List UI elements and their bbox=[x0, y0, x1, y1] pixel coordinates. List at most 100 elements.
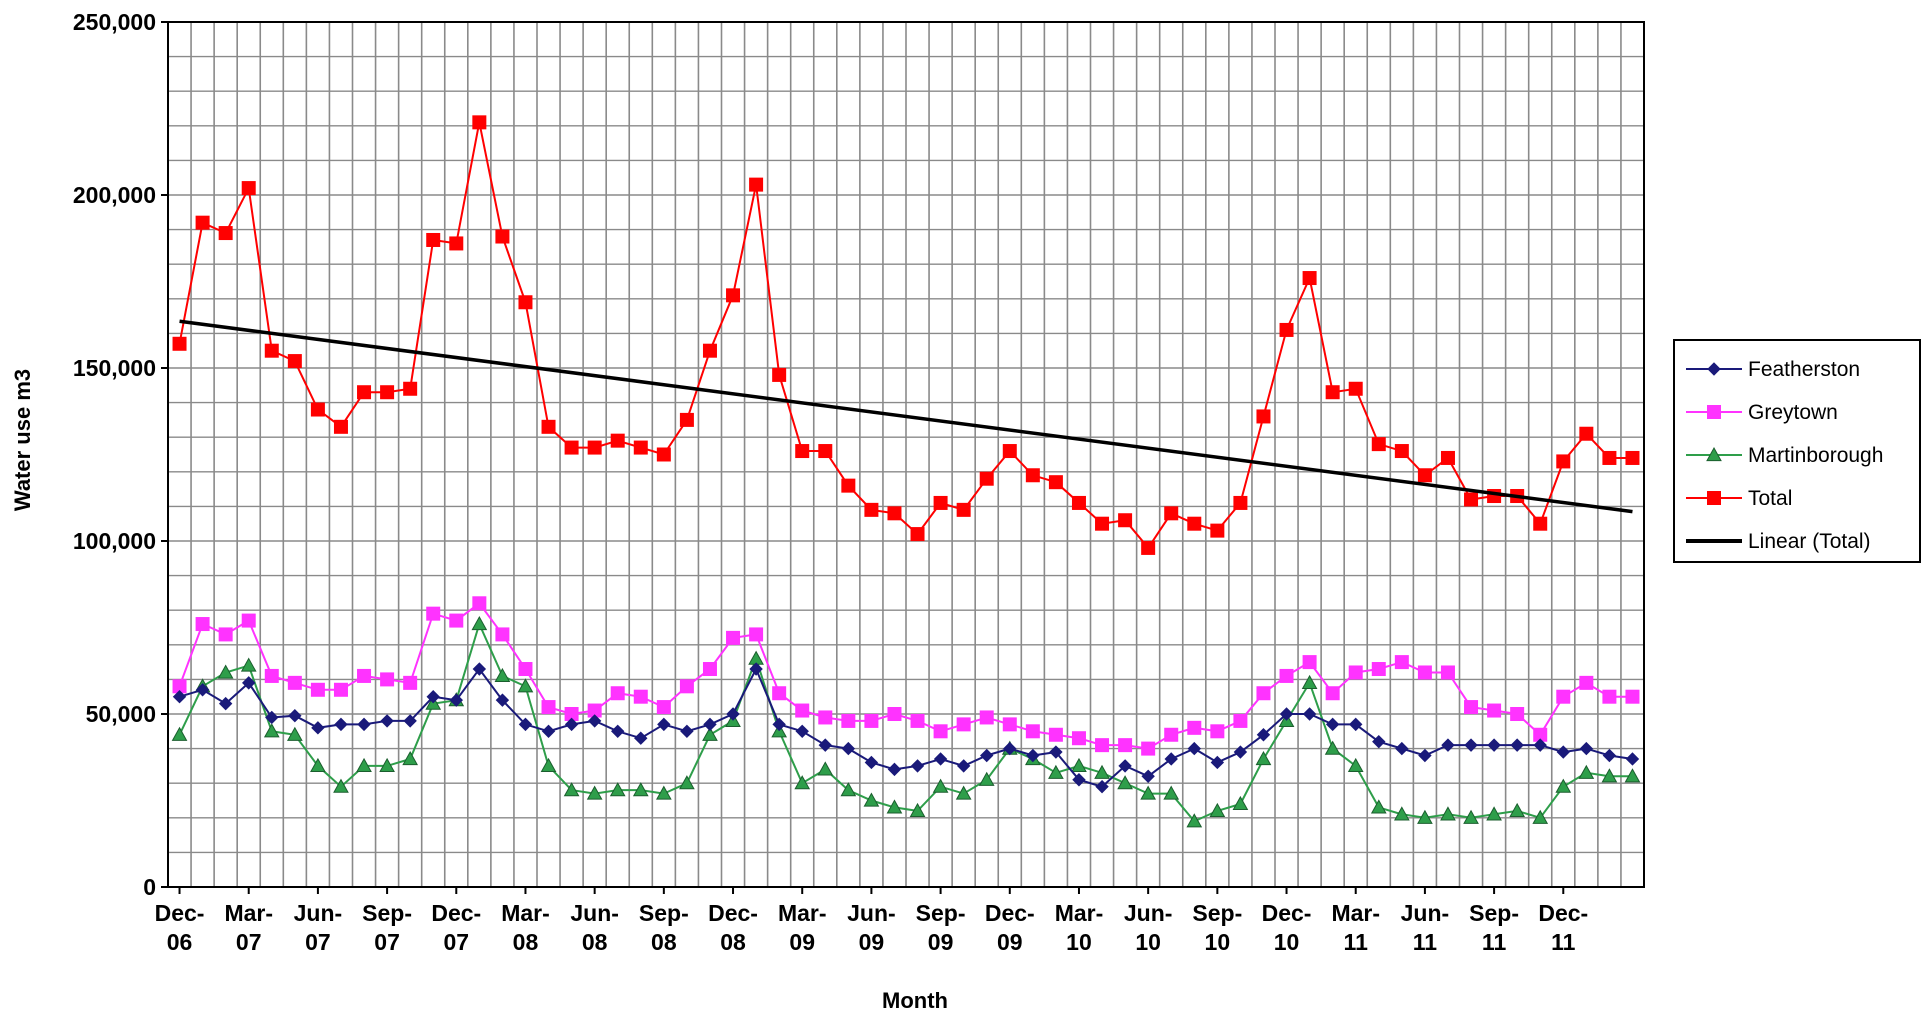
y-tick-label: 100,000 bbox=[73, 528, 156, 554]
data-point-greytown bbox=[1164, 727, 1179, 742]
data-point-featherston bbox=[772, 717, 786, 732]
legend-marker-swatch bbox=[1707, 362, 1721, 376]
series-layer bbox=[171, 115, 1641, 828]
data-point-featherston bbox=[1325, 717, 1340, 732]
x-axis-title: Month bbox=[882, 988, 948, 1013]
legend-label: Featherston bbox=[1748, 358, 1860, 381]
data-point-total bbox=[264, 343, 279, 358]
data-point-greytown bbox=[1510, 707, 1525, 721]
data-point-total bbox=[357, 385, 372, 400]
data-point-martinborough bbox=[1048, 764, 1064, 779]
legend-marker-swatch bbox=[1707, 405, 1721, 419]
x-tick-label-month: Dec- bbox=[155, 900, 205, 926]
data-point-total bbox=[1141, 540, 1156, 555]
data-point-total bbox=[1440, 450, 1455, 465]
data-point-martinborough bbox=[263, 723, 280, 738]
data-point-featherston bbox=[1372, 734, 1386, 749]
data-point-greytown bbox=[1048, 727, 1063, 742]
data-point-greytown bbox=[264, 668, 279, 683]
data-point-greytown bbox=[887, 707, 902, 721]
data-point-greytown bbox=[1141, 741, 1156, 756]
data-point-martinborough bbox=[217, 664, 234, 679]
legend-label: Total bbox=[1748, 487, 1792, 510]
data-point-greytown bbox=[195, 617, 210, 632]
data-point-martinborough bbox=[1347, 757, 1364, 772]
data-point-greytown bbox=[1394, 655, 1409, 670]
legend-marker-swatch bbox=[1706, 446, 1722, 462]
x-tick-label-year: 10 bbox=[1066, 929, 1092, 955]
data-point-martinborough bbox=[310, 757, 326, 772]
data-point-martinborough bbox=[1140, 785, 1157, 800]
legend-item-greytown: Greytown bbox=[1686, 401, 1838, 424]
x-tick-label-year: 09 bbox=[997, 929, 1023, 955]
data-point-martinborough bbox=[1601, 768, 1618, 783]
y-tick-label: 200,000 bbox=[73, 182, 156, 208]
data-point-greytown bbox=[1487, 703, 1502, 718]
data-point-martinborough bbox=[1094, 764, 1110, 779]
x-tick-label-year: 11 bbox=[1413, 929, 1438, 955]
data-point-featherston bbox=[242, 676, 256, 690]
x-tick-label-month: Mar- bbox=[1055, 900, 1104, 926]
data-point-featherston bbox=[218, 696, 233, 711]
data-point-martinborough bbox=[1370, 799, 1387, 814]
data-point-total bbox=[887, 506, 902, 521]
data-point-total bbox=[933, 495, 948, 510]
legend-item-total: Total bbox=[1686, 487, 1792, 510]
data-point-featherston bbox=[1164, 752, 1178, 766]
data-point-total bbox=[726, 288, 741, 303]
data-point-martinborough bbox=[609, 782, 626, 797]
x-tick-label-month: Mar- bbox=[778, 900, 827, 926]
data-point-total bbox=[287, 354, 302, 369]
data-point-featherston bbox=[1487, 738, 1501, 752]
data-point-total bbox=[910, 527, 925, 542]
data-point-greytown bbox=[726, 630, 741, 645]
data-point-featherston bbox=[1026, 748, 1040, 763]
data-point-greytown bbox=[749, 627, 764, 642]
data-point-total bbox=[749, 177, 764, 192]
data-point-martinborough bbox=[1186, 813, 1203, 828]
data-point-martinborough bbox=[1163, 785, 1180, 800]
data-point-greytown bbox=[1279, 668, 1294, 683]
data-point-total bbox=[380, 385, 395, 400]
x-tick-label-month: Mar- bbox=[501, 900, 550, 926]
data-point-greytown bbox=[1071, 731, 1086, 746]
series-total bbox=[172, 115, 1640, 555]
x-tick-label-month: Sep- bbox=[916, 900, 966, 926]
data-point-martinborough bbox=[240, 657, 257, 672]
x-tick-label-month: Jun- bbox=[294, 900, 343, 926]
data-point-total bbox=[1394, 444, 1409, 459]
data-point-greytown bbox=[1325, 686, 1340, 701]
data-point-greytown bbox=[495, 627, 510, 642]
data-point-featherston bbox=[910, 759, 925, 773]
data-point-total bbox=[1118, 513, 1133, 528]
data-point-greytown bbox=[1256, 686, 1271, 701]
data-point-greytown bbox=[679, 679, 694, 694]
data-point-greytown bbox=[287, 675, 302, 690]
x-tick-label-month: Sep- bbox=[1192, 900, 1242, 926]
data-point-martinborough bbox=[1209, 802, 1226, 817]
data-point-featherston bbox=[1118, 759, 1132, 773]
data-point-greytown bbox=[1556, 689, 1571, 704]
data-point-total bbox=[241, 181, 256, 196]
legend: Featherston Greytown Martinborough Total Lin… bbox=[1673, 339, 1921, 563]
x-tick-label-month: Sep- bbox=[1469, 900, 1519, 926]
y-axis-title: Water use m3 bbox=[10, 369, 35, 511]
data-point-total bbox=[1279, 322, 1294, 337]
data-point-total bbox=[956, 502, 971, 517]
x-tick-label-year: 08 bbox=[513, 929, 539, 955]
series-greytown bbox=[172, 596, 1640, 756]
data-point-featherston bbox=[1095, 779, 1109, 794]
data-point-greytown bbox=[1233, 713, 1248, 728]
data-point-total bbox=[1464, 492, 1479, 507]
data-point-total bbox=[333, 419, 348, 434]
data-point-martinborough bbox=[379, 757, 395, 772]
data-point-greytown bbox=[310, 682, 325, 697]
x-tick-label-month: Mar- bbox=[224, 900, 273, 926]
legend-item-linear-total-: Linear (Total) bbox=[1686, 530, 1871, 553]
data-point-greytown bbox=[333, 682, 348, 697]
legend-label: Greytown bbox=[1748, 401, 1838, 424]
data-point-featherston bbox=[980, 748, 994, 763]
x-tick-label-year: 09 bbox=[928, 929, 954, 955]
legend-marker-swatch bbox=[1707, 491, 1721, 505]
data-point-martinborough bbox=[402, 750, 419, 766]
